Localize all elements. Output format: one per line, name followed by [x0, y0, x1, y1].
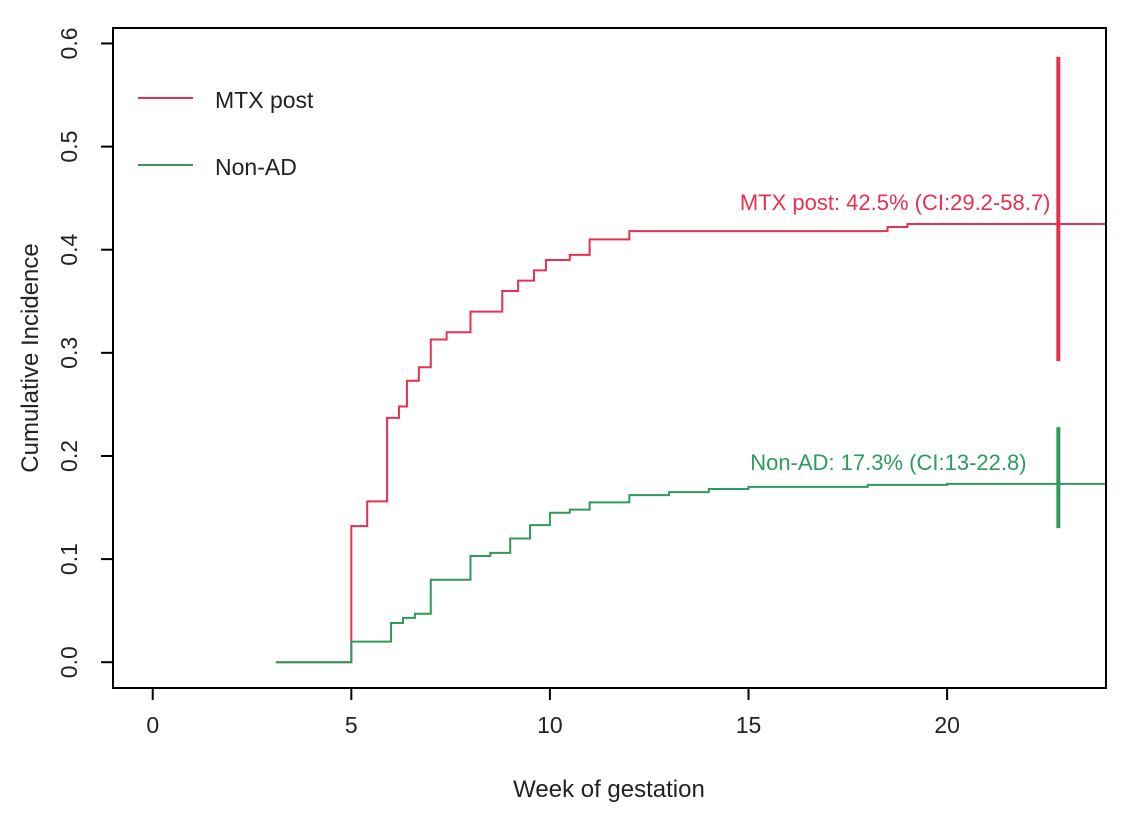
x-tick-label: 5	[345, 712, 358, 738]
annotation-non-ad: Non-AD: 17.3% (CI:13-22.8)	[750, 450, 1026, 475]
y-axis-label: Cumulative Incidence	[17, 243, 44, 472]
y-tick-label: 0.6	[56, 27, 82, 59]
y-tick-label: 0.2	[56, 440, 82, 472]
y-tick-label: 0.5	[56, 131, 82, 163]
y-tick-label: 0.3	[56, 337, 82, 369]
y-tick-label: 0.1	[56, 543, 82, 575]
series-line-mtx-post	[275, 222, 1106, 664]
legend-label-mtx-post: MTX post	[215, 87, 314, 113]
series-layer	[275, 222, 1106, 664]
x-tick-label: 10	[537, 712, 563, 738]
legend-label-non-ad: Non-AD	[215, 154, 297, 180]
series-line-non-ad	[275, 482, 1106, 664]
y-axis: 0.0 0.1 0.2 0.3 0.4 0.5 0.6	[56, 27, 113, 678]
x-tick-label: 20	[934, 712, 960, 738]
y-tick-label: 0.4	[56, 234, 82, 266]
plot-frame	[112, 27, 1107, 689]
legend: MTX post Non-AD	[138, 87, 314, 180]
x-tick-label: 0	[146, 712, 159, 738]
annotations: MTX post: 42.5% (CI:29.2-58.7) Non-AD: 17…	[740, 190, 1051, 475]
x-axis-label: Week of gestation	[513, 776, 705, 803]
x-tick-label: 15	[736, 712, 762, 738]
y-tick-label: 0.0	[56, 646, 82, 678]
annotation-mtx-post: MTX post: 42.5% (CI:29.2-58.7)	[740, 190, 1051, 215]
x-axis: 0 5 10 15 20	[146, 688, 960, 738]
